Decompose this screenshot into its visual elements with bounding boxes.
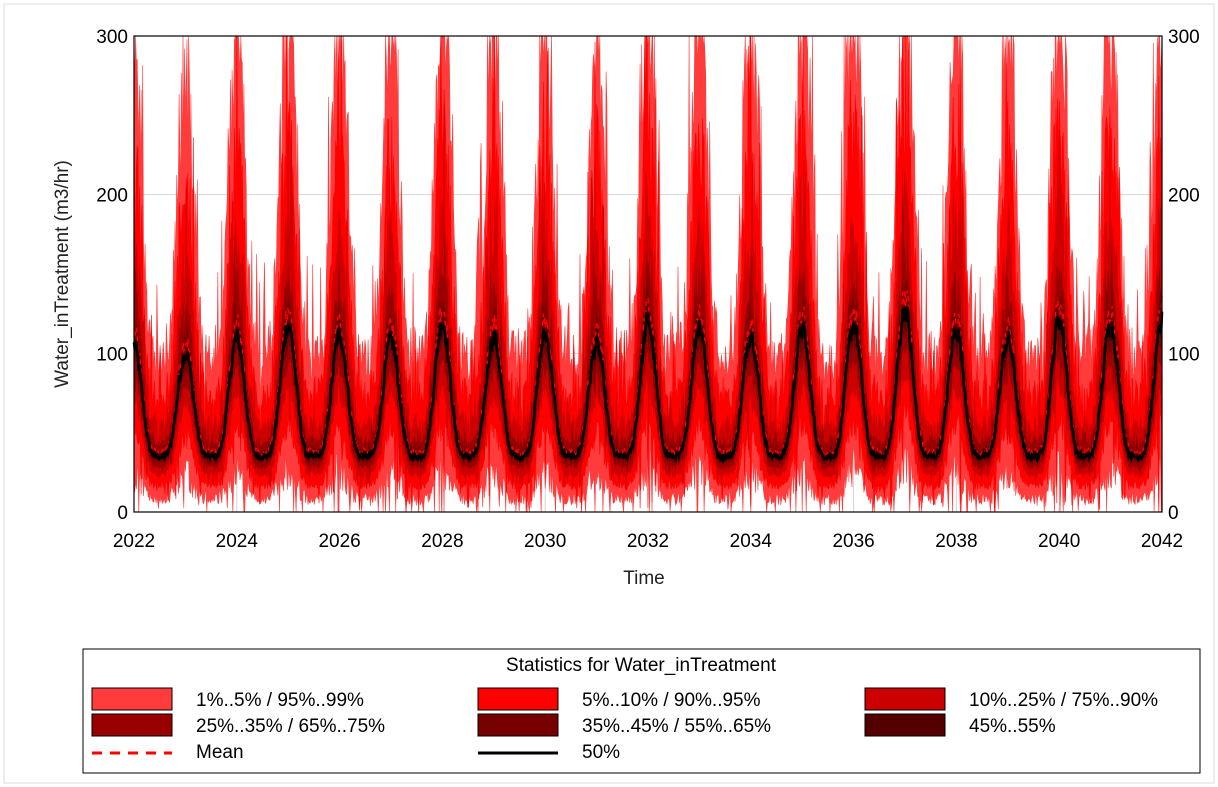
median-line xyxy=(132,306,1164,465)
plot-area xyxy=(132,35,1164,513)
plot-border xyxy=(133,35,1163,513)
x-tick-label: 2026 xyxy=(318,531,360,552)
legend-frame xyxy=(82,648,1201,774)
legend-item: 25%..35% / 65%..75% xyxy=(91,713,385,737)
legend-item: 45%..55% xyxy=(864,713,1056,737)
x-tick-label: 2040 xyxy=(1038,531,1080,552)
y-tick-label-right: 200 xyxy=(1168,186,1200,207)
y-tick-label-right: 100 xyxy=(1168,344,1200,365)
legend-swatch xyxy=(477,713,559,737)
legend-label: 45%..55% xyxy=(969,716,1056,737)
legend-label: 5%..10% / 90%..95% xyxy=(582,690,761,711)
legend-item: 10%..25% / 75%..90% xyxy=(864,687,1158,711)
x-tick-label: 2022 xyxy=(113,531,155,552)
series-lines xyxy=(132,289,1164,465)
y-tick-label-left: 100 xyxy=(96,344,128,365)
y-tick-label-right: 0 xyxy=(1168,503,1179,524)
legend-label: 50% xyxy=(582,742,620,763)
legend-title: Statistics for Water_inTreatment xyxy=(506,655,777,676)
x-tick-label: 2028 xyxy=(421,531,463,552)
x-tick-label: 2036 xyxy=(832,531,874,552)
x-tick-label: 2038 xyxy=(935,531,977,552)
x-tick-label: 2034 xyxy=(730,531,773,552)
x-axis-title: Time xyxy=(623,568,665,589)
legend-items: 1%..5% / 95%..99% 5%..10% / 90%..95% 10%..… xyxy=(91,687,1158,763)
legend-item: 35%..45% / 55%..65% xyxy=(477,713,771,737)
y-tick-label-left: 0 xyxy=(117,503,128,524)
legend-label: Mean xyxy=(196,742,244,763)
legend-swatch xyxy=(864,687,946,711)
x-tick-label: 2024 xyxy=(216,531,259,552)
legend-item: Mean xyxy=(92,742,244,763)
y-axis-title: Water_inTreatment (m3/hr) xyxy=(52,160,73,388)
x-axis-ticks: 2022 2024 2026 2028 2030 2032 2034 2036 2038 2040… xyxy=(113,531,1183,552)
legend-label: 35%..45% / 55%..65% xyxy=(582,716,771,737)
legend-label: 25%..35% / 65%..75% xyxy=(196,716,385,737)
x-tick-label: 2030 xyxy=(524,531,566,552)
y-axis-ticks-left: 0 100 200 300 xyxy=(96,27,128,524)
legend-item: 1%..5% / 95%..99% xyxy=(91,687,364,711)
percentile-bands xyxy=(133,35,1163,513)
x-tick-label: 2042 xyxy=(1141,531,1183,552)
y-tick-label-right: 300 xyxy=(1168,27,1200,48)
legend-swatch xyxy=(864,713,946,737)
legend-label: 1%..5% / 95%..99% xyxy=(196,690,364,711)
mean-line xyxy=(133,289,1163,459)
legend: Statistics for Water_inTreatment 1%..5% … xyxy=(82,648,1201,774)
legend-swatch xyxy=(91,687,173,711)
legend-item: 50% xyxy=(478,742,620,763)
legend-item: 5%..10% / 90%..95% xyxy=(477,687,761,711)
legend-swatch xyxy=(477,687,559,711)
x-tick-label: 2032 xyxy=(627,531,669,552)
y-tick-label-left: 300 xyxy=(96,27,128,48)
outer-frame xyxy=(3,3,1215,784)
y-axis-ticks-right: 0 100 200 300 xyxy=(1168,27,1200,524)
legend-swatch xyxy=(91,713,173,737)
y-tick-label-left: 200 xyxy=(96,186,128,207)
legend-label: 10%..25% / 75%..90% xyxy=(969,690,1158,711)
